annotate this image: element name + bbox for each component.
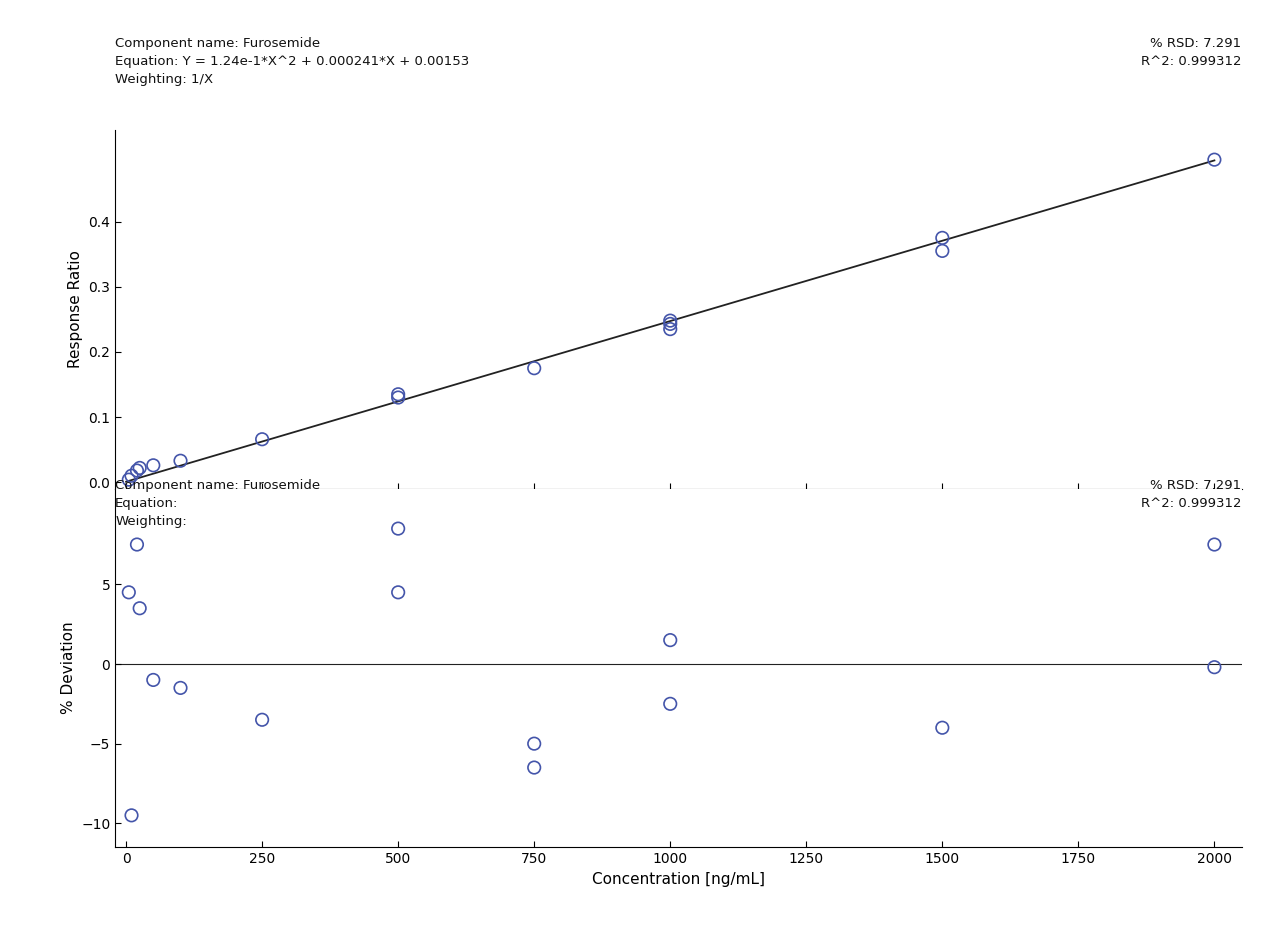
Point [122,808,142,823]
Point [388,387,408,402]
Point [660,633,681,648]
Point [660,696,681,711]
Point [524,736,544,751]
X-axis label: Concentration [ng/mL]: Concentration [ng/mL] [591,871,765,886]
Point [388,390,408,405]
Point [252,712,273,727]
Y-axis label: % Deviation: % Deviation [60,622,76,714]
Point [119,585,140,600]
Point [932,721,952,735]
Point [143,458,164,473]
Point [660,313,681,328]
Text: % RSD: 7.291
R^2: 0.999312: % RSD: 7.291 R^2: 0.999312 [1140,37,1242,68]
Point [129,461,150,476]
Y-axis label: Response Ratio: Response Ratio [68,250,83,369]
Text: Component name: Furosemide
Equation:
Weighting:: Component name: Furosemide Equation: Wei… [115,479,320,529]
Point [1204,537,1225,552]
Point [127,537,147,552]
Point [170,681,191,695]
Text: Component name: Furosemide
Equation: Y = 1.24e-1*X^2 + 0.000241*X + 0.00153
Weig: Component name: Furosemide Equation: Y =… [115,37,470,87]
Point [122,468,142,483]
Point [660,322,681,337]
Point [119,472,140,487]
Point [143,672,164,687]
Point [524,361,544,376]
Point [129,600,150,615]
Text: % RSD: 7.291
R^2: 0.999312: % RSD: 7.291 R^2: 0.999312 [1140,479,1242,510]
Point [170,453,191,468]
Point [388,585,408,600]
Point [660,317,681,331]
Point [388,521,408,536]
Point [932,244,952,259]
Point [127,463,147,478]
Point [1204,660,1225,675]
Point [932,231,952,246]
Point [1204,153,1225,168]
Point [524,760,544,775]
Point [252,432,273,447]
